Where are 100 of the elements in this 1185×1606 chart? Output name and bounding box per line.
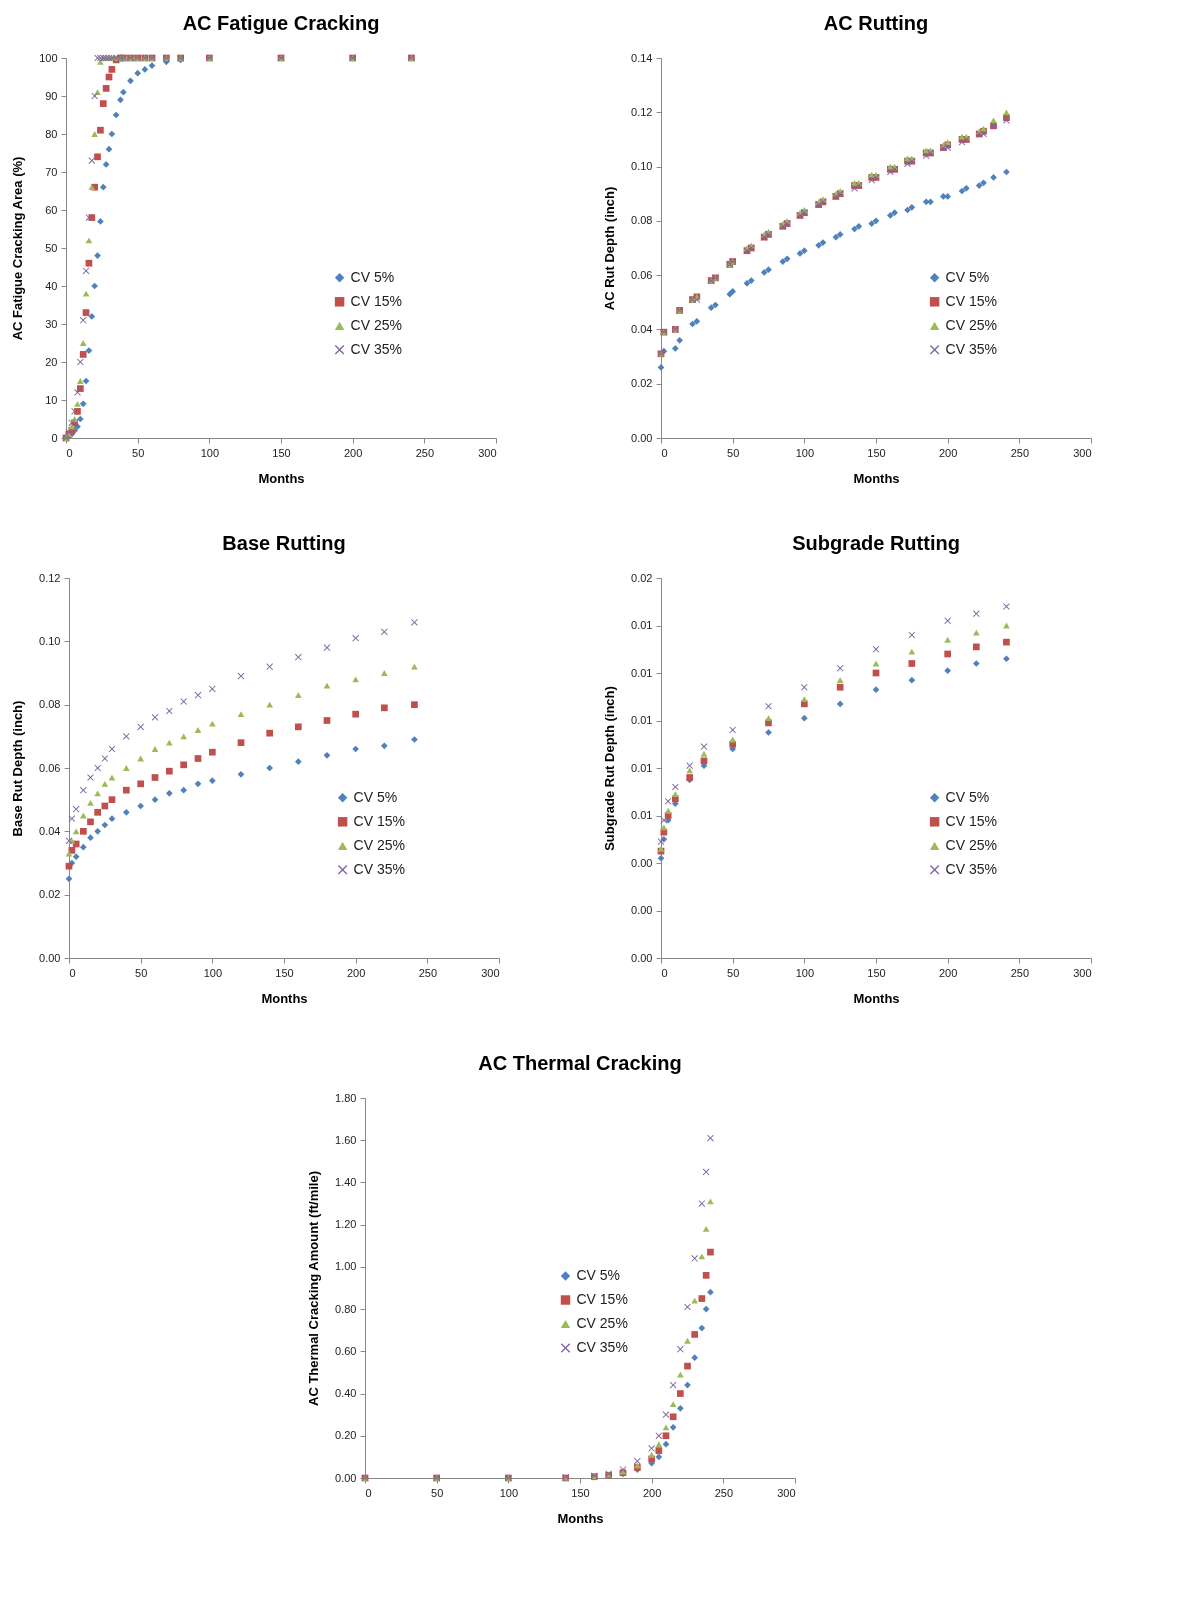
legend-label: CV 5% (576, 1267, 620, 1283)
x-tick-label: 50 (726, 966, 739, 979)
legend-label: CV 25% (576, 1315, 628, 1331)
chart-title: Subgrade Rutting (791, 532, 960, 554)
x-tick-label: 0 (365, 1486, 372, 1499)
x-tick-label: 50 (131, 446, 144, 459)
y-tick-label: 1.40 (334, 1175, 356, 1188)
x-tick-label: 250 (714, 1486, 733, 1499)
y-tick-label: 0.00 (630, 431, 652, 444)
y-tick-label: 90 (44, 89, 57, 102)
legend-label: CV 25% (945, 836, 997, 853)
y-axis-title: AC Fatigue Cracking Area (%) (9, 156, 25, 341)
y-tick-label: 0.10 (38, 634, 60, 647)
y-tick-label: 0.00 (630, 951, 652, 964)
y-axis-title: AC Thermal Cracking Amount (ft/mile) (305, 1171, 321, 1406)
x-tick-label: 300 (1072, 966, 1091, 979)
y-tick-label: 1.80 (334, 1091, 356, 1104)
legend-label: CV 35% (945, 860, 997, 877)
legend-label: CV 35% (353, 860, 405, 877)
legend-label: CV 35% (350, 340, 402, 357)
x-tick-label: 100 (203, 966, 222, 979)
x-tick-label: 0 (661, 446, 668, 459)
y-tick-label: 20 (44, 355, 57, 368)
y-tick-label: 0.08 (38, 698, 60, 711)
legend-label: CV 5% (945, 268, 989, 285)
y-tick-label: 0 (50, 431, 57, 444)
chart-title: AC Fatigue Cracking (182, 12, 379, 34)
y-tick-label: 0.00 (334, 1471, 356, 1484)
x-tick-label: 300 (776, 1486, 795, 1499)
x-tick-label: 250 (418, 966, 437, 979)
y-tick-label: 0.01 (630, 714, 652, 726)
y-tick-label: 0.02 (630, 377, 652, 390)
y-tick-label: 0.00 (630, 856, 652, 869)
x-tick-label: 200 (938, 446, 957, 459)
y-tick-label: 0.80 (334, 1302, 356, 1315)
y-tick-label: 0.20 (334, 1429, 356, 1442)
y-axis-title: Base Rut Depth (inch) (9, 700, 25, 837)
y-tick-label: 0.01 (630, 809, 652, 821)
y-tick-label: 0.08 (630, 214, 652, 227)
legend-label: CV 15% (350, 292, 402, 309)
x-tick-label: 0 (661, 966, 668, 979)
y-tick-label: 0.06 (630, 268, 652, 281)
y-tick-label: 0.04 (38, 824, 60, 837)
y-axis-title: Subgrade Rut Depth (inch) (601, 686, 617, 851)
x-axis-title: Months (556, 1510, 604, 1526)
y-tick-label: 60 (44, 203, 57, 216)
legend-label: CV 15% (945, 292, 997, 309)
x-tick-label: 200 (343, 446, 362, 459)
y-tick-label: 0.01 (630, 666, 652, 679)
y-tick-label: 0.00 (630, 904, 652, 916)
x-tick-label: 100 (200, 446, 219, 459)
x-tick-label: 50 (134, 966, 147, 979)
x-tick-label: 150 (271, 446, 291, 459)
y-tick-label: 1.20 (334, 1218, 356, 1231)
y-tick-label: 30 (44, 317, 57, 330)
legend-label: CV 35% (945, 340, 997, 357)
x-tick-label: 200 (346, 966, 365, 979)
legend-label: CV 15% (945, 812, 997, 829)
x-axis-title: Months (257, 470, 305, 486)
x-tick-label: 0 (69, 966, 76, 979)
x-tick-label: 0 (66, 446, 73, 459)
x-axis-title: Months (852, 470, 900, 486)
legend-label: CV 25% (353, 836, 405, 853)
y-tick-label: 80 (44, 127, 57, 140)
y-tick-label: 0.01 (630, 761, 652, 774)
x-tick-label: 100 (795, 446, 814, 459)
y-tick-label: 40 (44, 279, 57, 292)
x-tick-label: 50 (430, 1486, 443, 1499)
legend-label: CV 35% (576, 1339, 628, 1355)
x-tick-label: 100 (795, 966, 814, 979)
legend-label: CV 5% (353, 788, 397, 805)
y-tick-label: 50 (44, 241, 57, 254)
y-tick-label: 0.12 (38, 571, 60, 584)
legend-label: CV 5% (350, 268, 394, 285)
x-tick-label: 100 (499, 1486, 518, 1499)
legend-label: CV 25% (945, 316, 997, 333)
x-tick-label: 300 (480, 966, 499, 979)
x-tick-label: 200 (938, 966, 957, 979)
y-tick-label: 10 (44, 393, 57, 406)
x-tick-label: 50 (726, 446, 739, 459)
y-tick-label: 0.14 (630, 51, 652, 64)
y-tick-label: 0.60 (334, 1344, 356, 1357)
y-tick-label: 1.60 (334, 1133, 356, 1146)
x-tick-label: 250 (1010, 446, 1029, 459)
x-tick-label: 250 (1010, 966, 1029, 979)
x-axis-title: Months (260, 990, 308, 1006)
x-tick-label: 300 (1072, 446, 1091, 459)
y-tick-label: 1.00 (334, 1260, 356, 1273)
chart-title: AC Thermal Cracking (477, 1052, 682, 1074)
x-tick-label: 150 (570, 1486, 590, 1499)
y-tick-label: 0.40 (334, 1387, 356, 1400)
legend-label: CV 15% (353, 812, 405, 829)
x-tick-label: 250 (415, 446, 434, 459)
legend-label: CV 25% (350, 316, 402, 333)
x-axis-title: Months (852, 990, 900, 1006)
y-tick-label: 0.02 (630, 571, 652, 584)
chart-title: AC Rutting (823, 12, 928, 34)
x-tick-label: 200 (642, 1486, 661, 1499)
x-tick-label: 150 (866, 446, 886, 459)
y-tick-label: 0.04 (630, 322, 652, 335)
